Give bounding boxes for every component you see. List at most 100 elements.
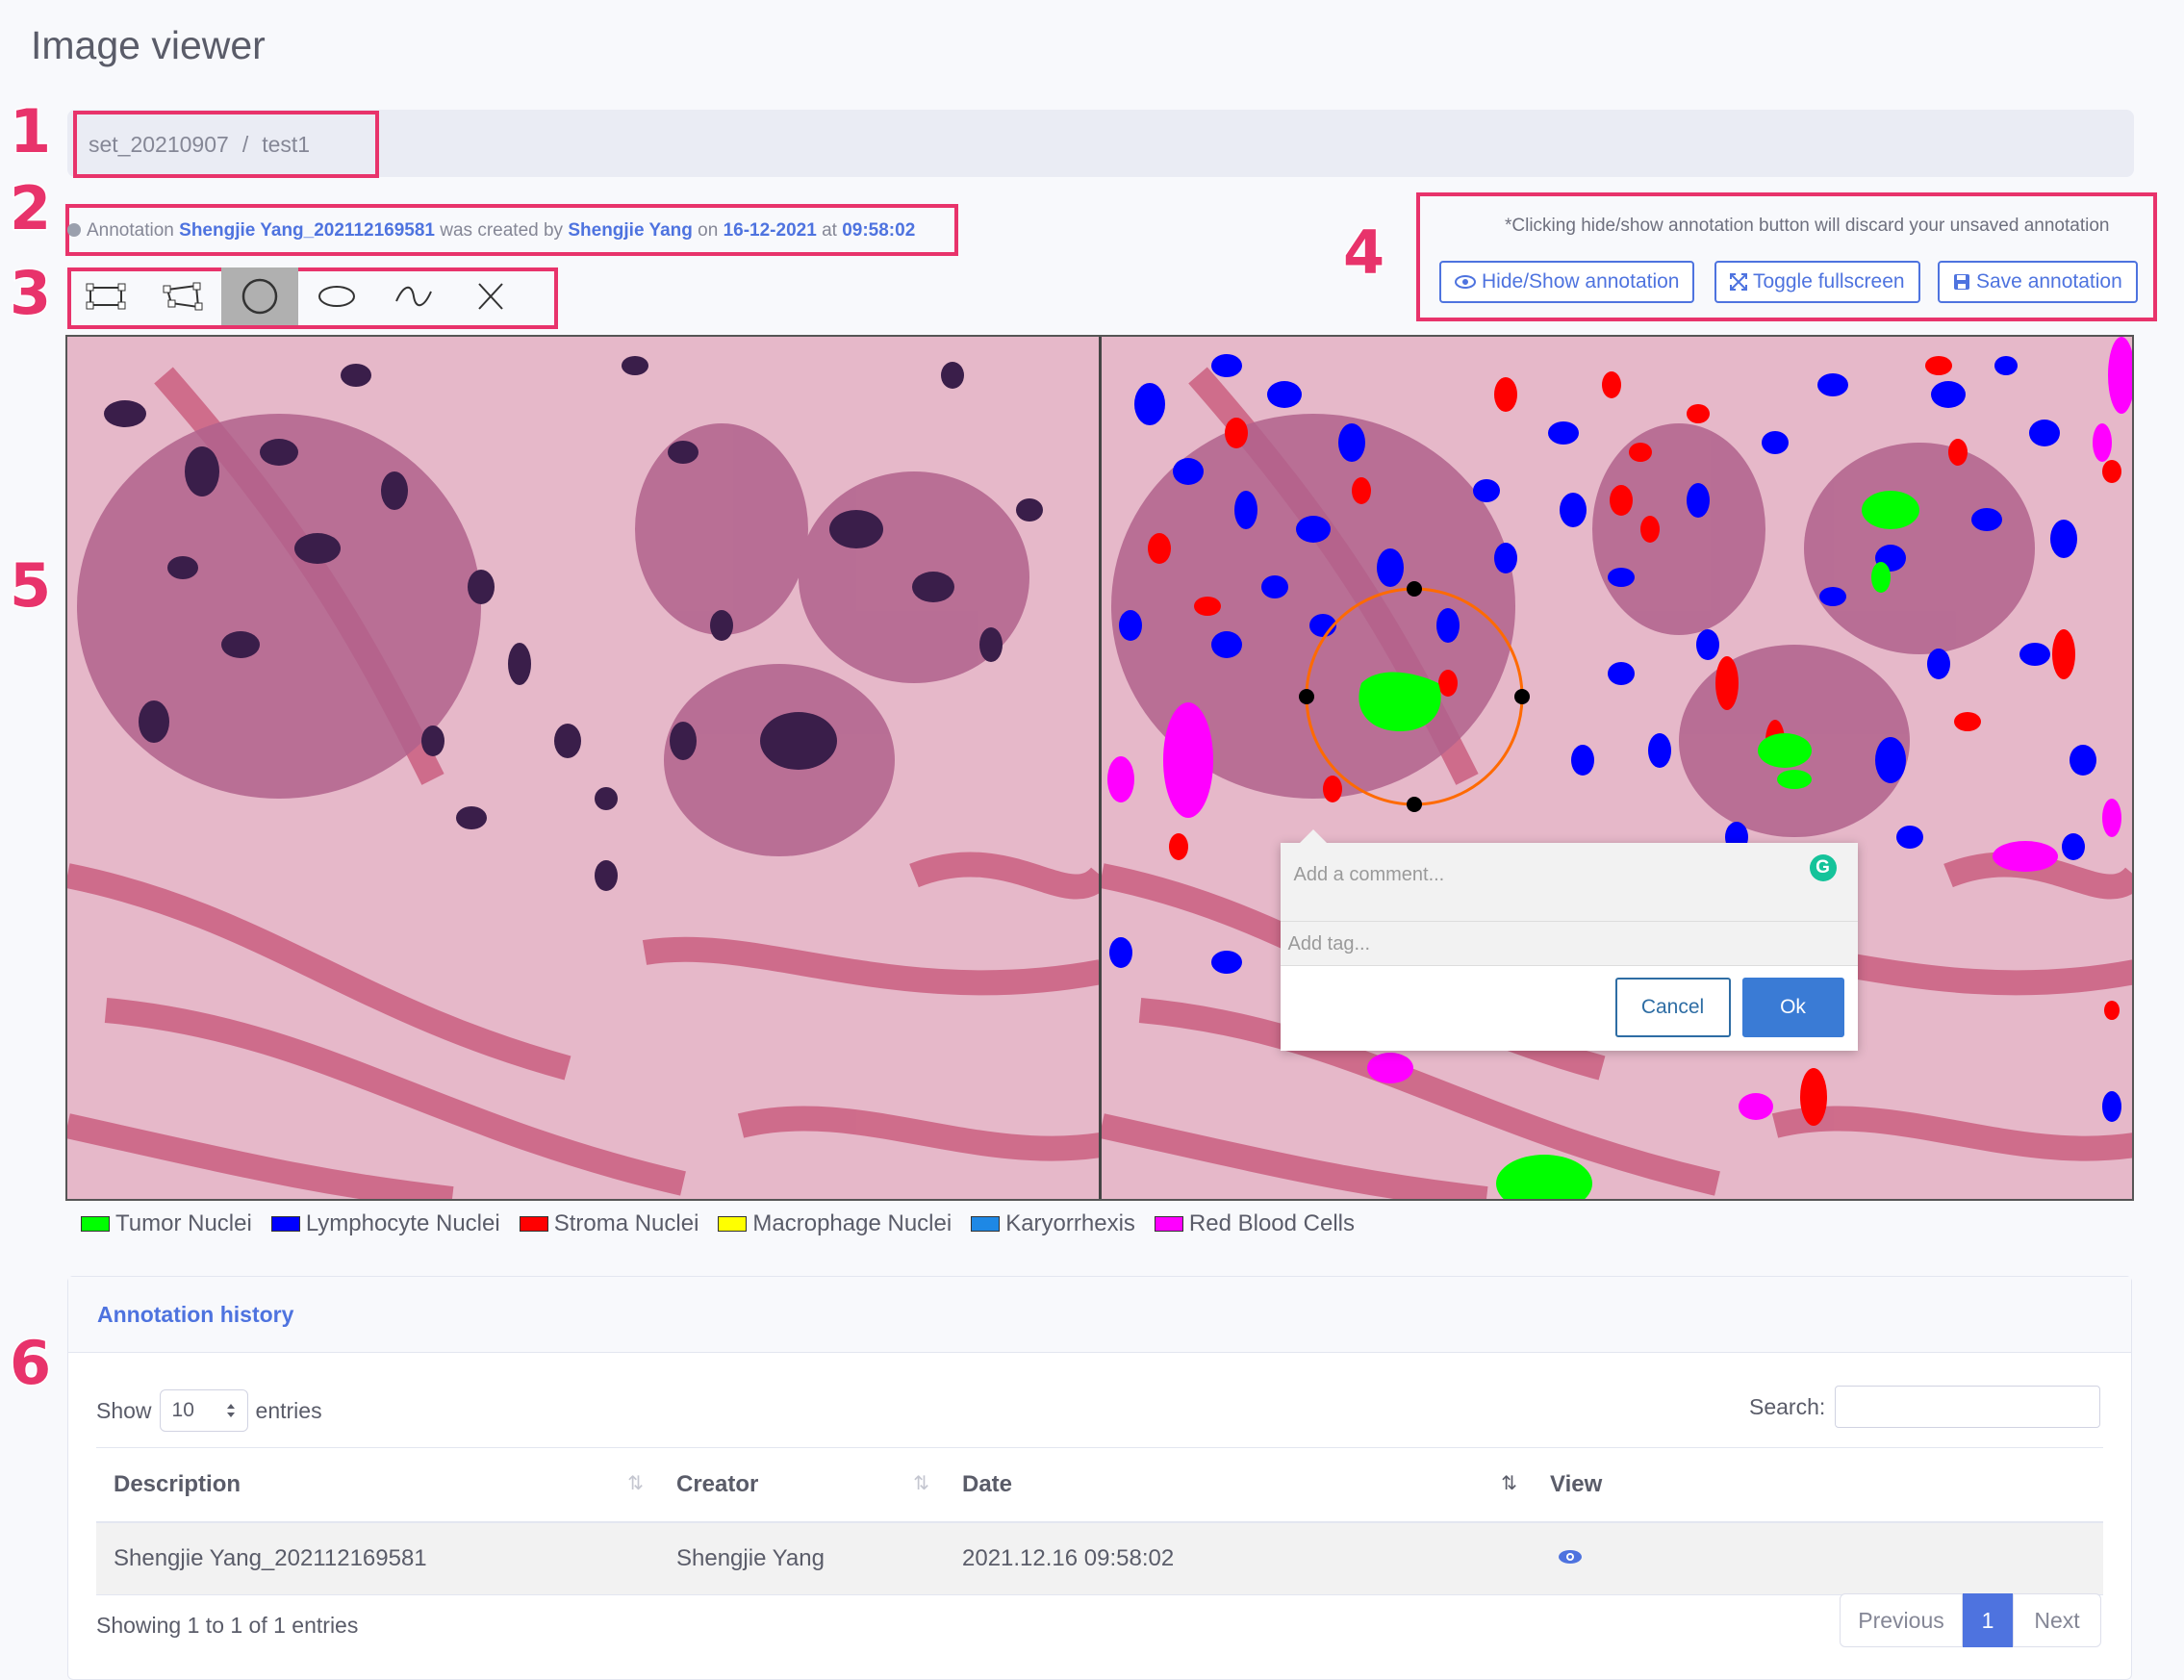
legend-item-macrophage-nuclei: Macrophage Nuclei <box>718 1210 952 1237</box>
rectangle-tool-button[interactable] <box>67 267 144 325</box>
ok-button[interactable]: Ok <box>1741 978 1844 1037</box>
floppy-disk-icon <box>1954 274 1969 290</box>
search-label: Search: <box>1749 1393 1826 1419</box>
toggle-fullscreen-label: Toggle fullscreen <box>1753 270 1905 293</box>
legend-label: Stroma Nuclei <box>553 1210 699 1236</box>
info-icon <box>67 223 81 237</box>
circle-tool-icon <box>241 278 278 315</box>
point-tool-button[interactable] <box>452 267 529 325</box>
tissue-image-original <box>67 337 1099 1199</box>
legend-label: Karyorrhexis <box>1005 1210 1135 1236</box>
callout-box-1 <box>73 111 379 178</box>
point-tool-icon <box>478 283 503 310</box>
drawing-toolbar <box>67 267 529 325</box>
column-header-label: View <box>1550 1471 1603 1497</box>
legend-swatch <box>971 1216 1001 1232</box>
next-page-button[interactable]: Next <box>2013 1593 2101 1647</box>
history-table: Description ⇅ Creator ⇅ Date ⇅ View Shengji… <box>96 1447 2103 1595</box>
legend-item-stroma-nuclei: Stroma Nuclei <box>519 1210 699 1237</box>
annotation-creator: Shengjie Yang <box>568 220 693 241</box>
sort-icon: ⇅ <box>627 1473 644 1494</box>
history-search: Search: <box>1749 1386 2101 1428</box>
hide-show-annotation-label: Hide/Show annotation <box>1482 270 1680 293</box>
search-input[interactable] <box>1835 1386 2101 1428</box>
breadcrumb-bar <box>67 110 2134 177</box>
legend-label: Red Blood Cells <box>1188 1210 1355 1236</box>
page-size-control: Show 10 entries <box>96 1389 322 1432</box>
pagination: Previous 1 Next <box>1840 1593 2101 1647</box>
column-header-view: View <box>1533 1447 2103 1523</box>
info-on-text: on <box>698 220 719 241</box>
callout-box-4 <box>1416 192 2157 321</box>
grammarly-icon[interactable]: G <box>1809 854 1837 881</box>
legend-label: Tumor Nuclei <box>115 1210 252 1236</box>
image-viewer: Add a comment... G Add tag... Cancel Ok <box>65 335 2134 1201</box>
callout-number-6: 6 <box>8 1327 52 1400</box>
breadcrumb-separator: / <box>241 132 249 157</box>
rectangle-tool-icon <box>86 283 126 310</box>
legend-swatch <box>81 1216 110 1232</box>
table-row: Shengjie Yang_202112169581 Shengjie Yang… <box>96 1522 2103 1595</box>
polygon-tool-button[interactable] <box>144 267 221 325</box>
column-header-creator[interactable]: Creator ⇅ <box>659 1447 945 1523</box>
circle-tool-button[interactable] <box>221 267 298 325</box>
save-annotation-label: Save annotation <box>1976 270 2122 293</box>
legend-item-red-blood-cells: Red Blood Cells <box>1154 1210 1355 1237</box>
sort-icon: ⇅ <box>913 1473 929 1494</box>
info-at-text: at <box>822 220 837 241</box>
table-summary: Showing 1 to 1 of 1 entries <box>96 1613 359 1638</box>
legend-item-lymphocyte-nuclei: Lymphocyte Nuclei <box>270 1210 500 1237</box>
save-annotation-button[interactable]: Save annotation <box>1938 261 2138 303</box>
discard-warning-note: *Clicking hide/show annotation button wi… <box>1505 216 2110 236</box>
tissue-image-annotated <box>1101 337 2132 1199</box>
annotation-date: 16-12-2021 <box>723 220 817 241</box>
callout-number-4: 4 <box>1341 216 1385 290</box>
previous-page-button[interactable]: Previous <box>1840 1593 1963 1647</box>
freehand-tool-button[interactable] <box>375 267 452 325</box>
info-created-by-text: was created by <box>440 220 564 241</box>
callout-number-3: 3 <box>8 257 52 330</box>
legend-label: Lymphocyte Nuclei <box>305 1210 500 1236</box>
column-header-label: Creator <box>676 1471 759 1497</box>
comment-placeholder: Add a comment... <box>1293 864 1445 885</box>
hide-show-annotation-button[interactable]: Hide/Show annotation <box>1439 261 1695 303</box>
freehand-tool-icon <box>395 286 432 307</box>
page-title: Image viewer <box>31 23 266 67</box>
column-header-date[interactable]: Date ⇅ <box>945 1447 1533 1523</box>
tag-input[interactable]: Add tag... <box>1280 922 1858 966</box>
page-1-button[interactable]: 1 <box>1963 1593 2013 1647</box>
ellipse-tool-button[interactable] <box>298 267 375 325</box>
tag-placeholder: Add tag... <box>1287 933 1371 955</box>
cell-view <box>1533 1522 2103 1595</box>
sort-arrows-icon <box>226 1404 235 1417</box>
legend-swatch <box>519 1216 548 1232</box>
legend-item-tumor-nuclei: Tumor Nuclei <box>81 1210 252 1237</box>
annotation-time: 09:58:02 <box>842 220 916 241</box>
annotated-image-panel[interactable]: Add a comment... G Add tag... Cancel Ok <box>1101 337 2132 1199</box>
page-size-select[interactable]: 10 <box>159 1389 248 1432</box>
entries-label: entries <box>255 1397 322 1423</box>
legend-label: Macrophage Nuclei <box>752 1210 952 1236</box>
column-header-description[interactable]: Description ⇅ <box>96 1447 659 1523</box>
info-prefix: Annotation <box>87 220 174 241</box>
column-header-label: Description <box>114 1471 241 1497</box>
callout-number-1: 1 <box>8 95 52 168</box>
expand-icon <box>1730 273 1747 291</box>
cancel-button[interactable]: Cancel <box>1614 978 1731 1037</box>
legend-swatch <box>270 1216 300 1232</box>
callout-number-2: 2 <box>8 172 52 245</box>
breadcrumb-set[interactable]: set_20210907 <box>89 132 229 157</box>
legend-swatch <box>718 1216 748 1232</box>
cell-creator: Shengjie Yang <box>659 1522 945 1595</box>
toggle-fullscreen-button[interactable]: Toggle fullscreen <box>1714 261 1920 303</box>
original-image-panel[interactable] <box>67 337 1102 1199</box>
eye-icon[interactable] <box>1558 1548 1583 1565</box>
show-label: Show <box>96 1397 152 1423</box>
page-size-value: 10 <box>171 1399 194 1421</box>
callout-number-5: 5 <box>8 549 52 623</box>
sort-desc-icon: ⇅ <box>1501 1473 1517 1494</box>
breadcrumb: set_20210907 / test1 <box>89 132 310 158</box>
comment-input[interactable]: Add a comment... G <box>1280 843 1858 922</box>
class-legend: Tumor Nuclei Lymphocyte Nuclei Stroma Nu… <box>81 1210 1374 1237</box>
annotation-history-title: Annotation history <box>68 1277 2131 1353</box>
